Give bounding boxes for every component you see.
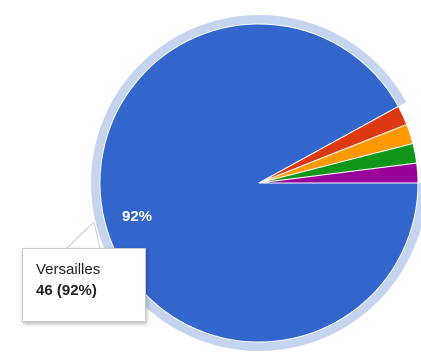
slice-tooltip: Versailles 46 (92%): [22, 248, 146, 322]
slice-labels-layer: 92%: [122, 208, 152, 225]
tooltip-slice-name: Versailles: [36, 261, 101, 278]
pie-slice-5[interactable]: [258, 162, 419, 184]
tooltip-slice-value: 46 (92%): [36, 282, 97, 299]
slice-percent-label: 92%: [122, 208, 152, 225]
slices-layer: [99, 23, 419, 343]
